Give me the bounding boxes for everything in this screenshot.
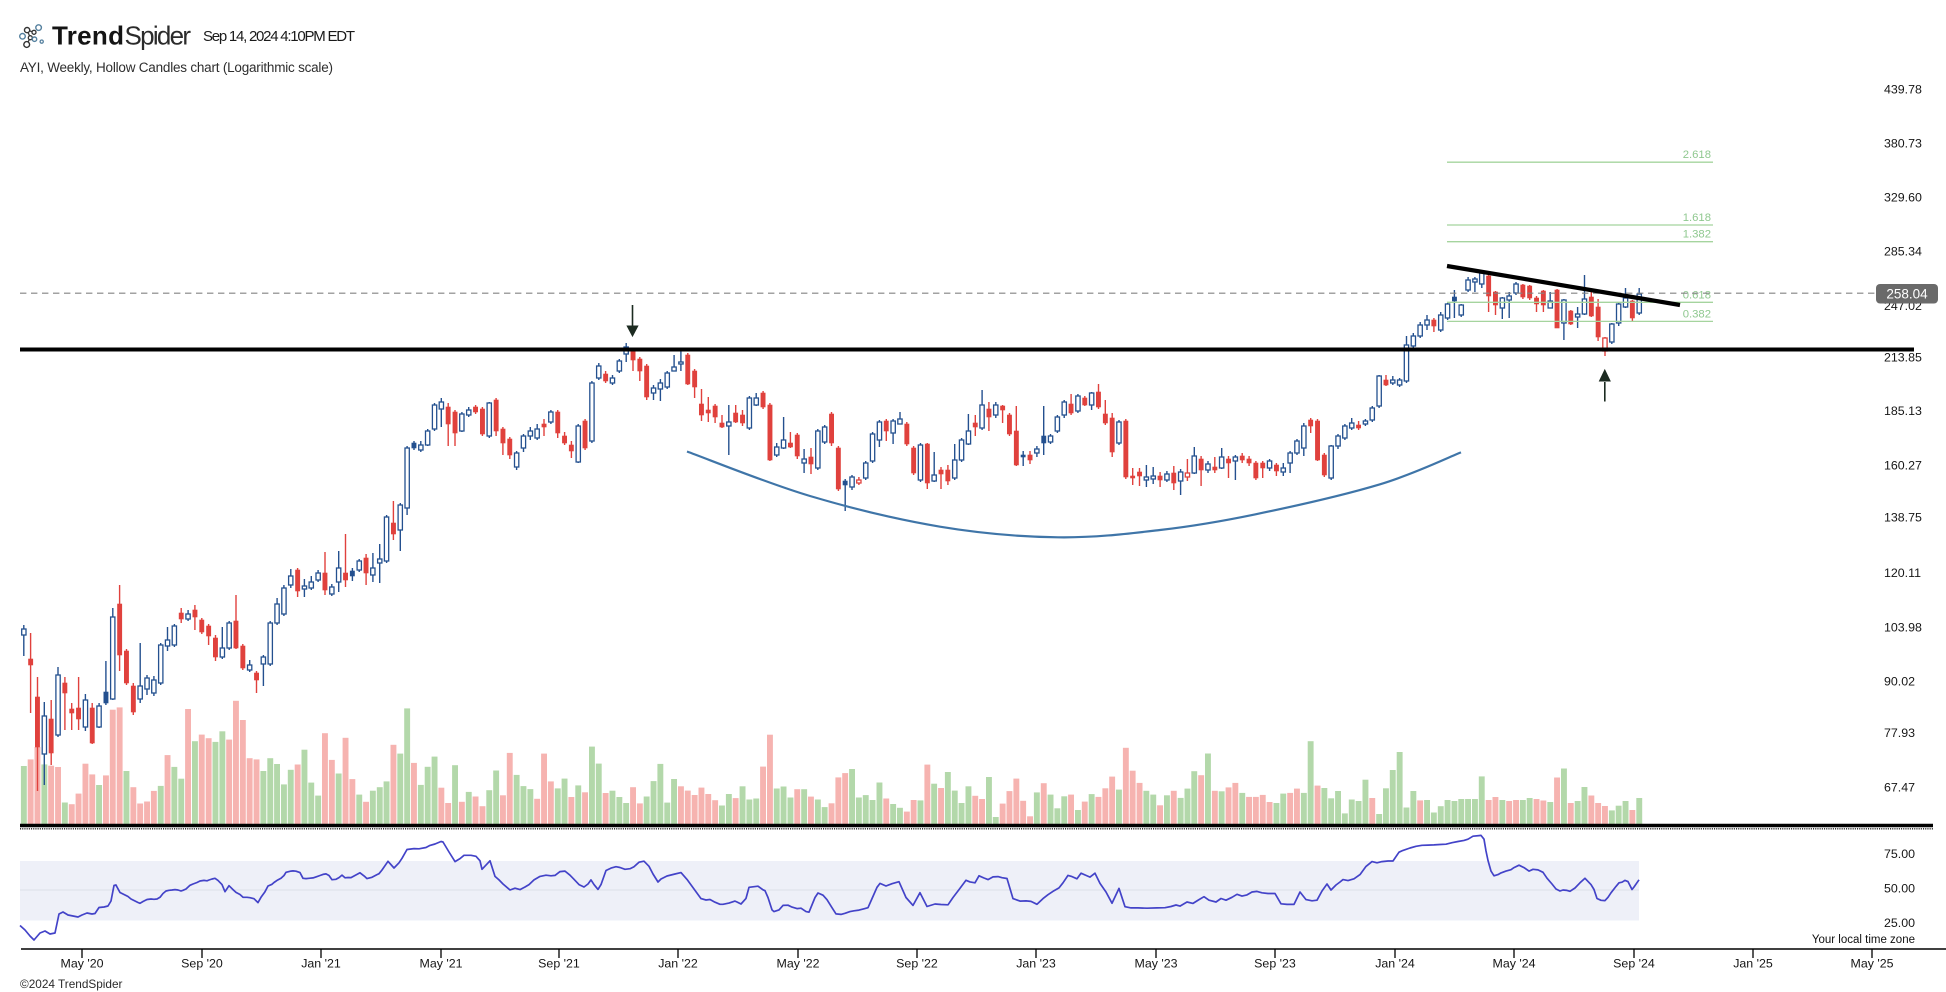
svg-text:Jan '24: Jan '24	[1375, 957, 1415, 971]
svg-text:May '25: May '25	[1851, 957, 1894, 971]
svg-text:Sep '24: Sep '24	[1613, 957, 1655, 971]
svg-text:Jan '23: Jan '23	[1016, 957, 1056, 971]
svg-text:138.75: 138.75	[1884, 511, 1922, 525]
svg-text:77.93: 77.93	[1884, 726, 1915, 740]
svg-text:380.73: 380.73	[1884, 137, 1922, 151]
svg-text:Sep '23: Sep '23	[1254, 957, 1296, 971]
svg-text:329.60: 329.60	[1884, 190, 1922, 204]
svg-text:1.382: 1.382	[1683, 229, 1711, 241]
svg-text:Trend: Trend	[52, 21, 124, 51]
svg-text:67.47: 67.47	[1884, 780, 1915, 794]
svg-text:0.382: 0.382	[1683, 308, 1711, 320]
svg-text:2.618: 2.618	[1683, 149, 1711, 161]
svg-text:May '22: May '22	[777, 957, 820, 971]
svg-text:May '23: May '23	[1135, 957, 1178, 971]
svg-text:©2024 TrendSpider: ©2024 TrendSpider	[20, 977, 123, 991]
svg-text:AYI, Weekly, Hollow Candles ch: AYI, Weekly, Hollow Candles chart (Logar…	[20, 60, 333, 75]
svg-text:May '20: May '20	[61, 957, 104, 971]
svg-text:439.78: 439.78	[1884, 82, 1922, 96]
svg-text:185.13: 185.13	[1884, 404, 1922, 418]
svg-text:Spider: Spider	[125, 21, 192, 51]
svg-text:25.00: 25.00	[1884, 916, 1915, 930]
svg-text:May '21: May '21	[420, 957, 463, 971]
svg-text:Sep '20: Sep '20	[181, 957, 223, 971]
svg-text:75.00: 75.00	[1884, 847, 1915, 861]
svg-text:Your local time zone: Your local time zone	[1812, 934, 1915, 946]
svg-text:Jan '21: Jan '21	[301, 957, 341, 971]
svg-text:90.02: 90.02	[1884, 675, 1915, 689]
svg-text:120.11: 120.11	[1884, 566, 1921, 580]
svg-text:Sep '21: Sep '21	[538, 957, 580, 971]
svg-text:Jan '25: Jan '25	[1733, 957, 1773, 971]
svg-text:285.34: 285.34	[1884, 245, 1922, 259]
svg-text:103.98: 103.98	[1884, 620, 1922, 634]
svg-text:0.618: 0.618	[1683, 289, 1711, 301]
svg-text:160.27: 160.27	[1884, 458, 1922, 472]
svg-text:258.04: 258.04	[1886, 286, 1928, 301]
svg-text:May '24: May '24	[1493, 957, 1536, 971]
svg-text:Sep '22: Sep '22	[896, 957, 938, 971]
svg-text:50.00: 50.00	[1884, 881, 1915, 895]
svg-text:1.618: 1.618	[1683, 212, 1711, 224]
svg-text:Jan '22: Jan '22	[658, 957, 698, 971]
svg-text:Sep 14, 2024 4:10PM EDT: Sep 14, 2024 4:10PM EDT	[203, 28, 355, 45]
svg-text:213.85: 213.85	[1884, 351, 1922, 365]
